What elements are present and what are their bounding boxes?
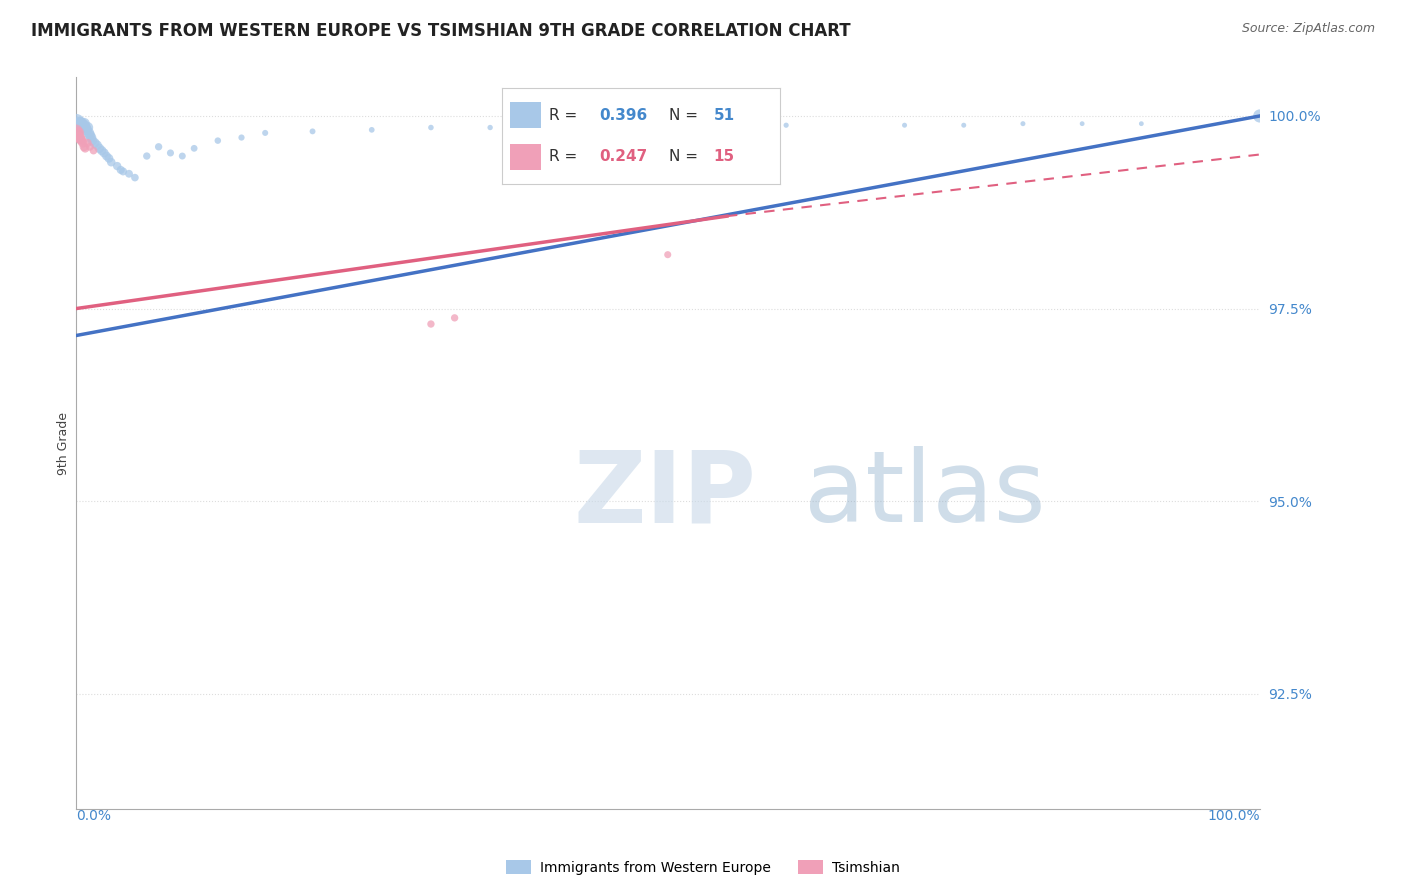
Point	[73, 140, 96, 154]
Point	[65, 124, 87, 138]
Point	[443, 310, 465, 325]
Point	[67, 126, 90, 140]
Text: 0.0%: 0.0%	[76, 809, 111, 823]
Point	[148, 140, 170, 154]
Point	[419, 120, 441, 135]
Point	[172, 149, 194, 163]
Point	[77, 126, 100, 140]
Point	[82, 144, 104, 158]
Point	[67, 118, 90, 132]
Point	[90, 144, 112, 158]
Point	[893, 118, 915, 132]
Point	[96, 149, 118, 163]
Point	[207, 134, 229, 148]
Point	[75, 120, 97, 135]
Text: IMMIGRANTS FROM WESTERN EUROPE VS TSIMSHIAN 9TH GRADE CORRELATION CHART: IMMIGRANTS FROM WESTERN EUROPE VS TSIMSH…	[31, 22, 851, 40]
Point	[183, 141, 205, 155]
Point	[135, 149, 157, 163]
Y-axis label: 9th Grade: 9th Grade	[58, 412, 70, 475]
Point	[67, 120, 90, 135]
Point	[80, 130, 103, 145]
Point	[159, 145, 181, 160]
Point	[97, 152, 120, 166]
Point	[79, 128, 101, 143]
Point	[1249, 109, 1271, 123]
Point	[69, 117, 91, 131]
Point	[254, 126, 277, 140]
Text: atlas: atlas	[804, 446, 1046, 543]
Point	[73, 117, 96, 131]
Point	[112, 164, 135, 178]
Point	[952, 118, 974, 132]
Point	[231, 130, 253, 145]
Point	[66, 128, 89, 143]
Point	[83, 136, 105, 150]
Point	[65, 120, 87, 135]
Point	[360, 123, 382, 137]
Point	[105, 159, 128, 173]
Point	[70, 120, 93, 135]
Point	[70, 134, 93, 148]
Point	[124, 170, 146, 185]
Point	[65, 117, 87, 131]
Legend: Immigrants from Western Europe, Tsimshian: Immigrants from Western Europe, Tsimshia…	[501, 855, 905, 880]
Point	[775, 118, 797, 132]
Point	[69, 120, 91, 135]
Point	[1130, 117, 1153, 131]
Point	[419, 317, 441, 331]
Point	[75, 123, 97, 137]
Point	[110, 162, 132, 177]
Text: Source: ZipAtlas.com: Source: ZipAtlas.com	[1241, 22, 1375, 36]
Point	[479, 120, 502, 135]
Point	[72, 118, 94, 132]
Point	[76, 120, 98, 135]
Point	[93, 145, 115, 160]
Point	[538, 120, 561, 135]
Text: 100.0%: 100.0%	[1208, 809, 1260, 823]
Point	[1071, 117, 1094, 131]
Point	[1012, 117, 1035, 131]
Point	[79, 140, 101, 154]
Point	[76, 136, 98, 150]
Point	[82, 134, 104, 148]
Point	[100, 155, 122, 169]
Point	[67, 117, 90, 131]
Point	[67, 130, 90, 145]
Point	[86, 138, 108, 153]
Point	[75, 141, 97, 155]
Point	[657, 248, 679, 262]
Text: ZIP: ZIP	[574, 446, 756, 543]
Point	[301, 124, 323, 138]
Point	[89, 141, 111, 155]
Point	[69, 132, 91, 146]
Point	[657, 118, 679, 132]
Point	[118, 167, 141, 181]
Point	[72, 136, 94, 150]
